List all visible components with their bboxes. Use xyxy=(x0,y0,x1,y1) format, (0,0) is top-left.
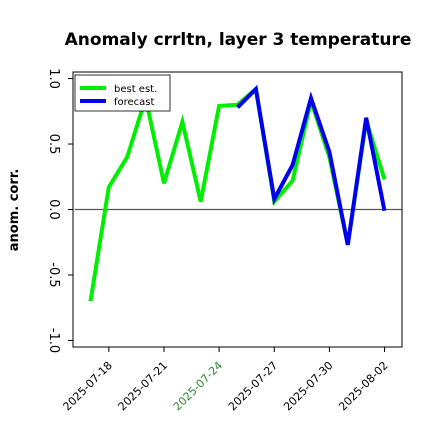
y-tick-label: -0.5 xyxy=(46,262,61,287)
x-axis: 2025-07-18 2025-07-21 2025-07-24 2025-07-27… xyxy=(61,347,391,413)
x-tick-label: 2025-07-24 xyxy=(171,359,225,413)
x-tick-label: 2025-07-30 xyxy=(281,359,335,413)
legend-label-best-est: best est. xyxy=(114,84,157,95)
y-tick-label: 1.0 xyxy=(46,68,61,89)
y-axis-label: anom. corr. xyxy=(7,169,22,252)
x-tick-label: 2025-07-27 xyxy=(226,359,280,413)
y-axis: 1.0 0.5 0.0 -0.5 -1.0 xyxy=(46,68,73,353)
x-tick-label: 2025-07-18 xyxy=(61,359,115,413)
chart-title: Anomaly crrltn, layer 3 temperature xyxy=(65,30,412,50)
x-tick-label: 2025-07-21 xyxy=(116,359,170,413)
legend: best est. forecast xyxy=(74,74,171,112)
legend-label-forecast: forecast xyxy=(114,97,155,108)
y-tick-label: 0.0 xyxy=(46,199,61,220)
legend-box xyxy=(74,74,171,112)
series-line-forecast xyxy=(236,84,387,246)
series-layer xyxy=(88,84,387,302)
x-tick-label: 2025-08-02 xyxy=(336,359,390,413)
series-line-best-est xyxy=(88,85,387,302)
y-tick-label: -1.0 xyxy=(46,328,61,353)
y-tick-label: 0.5 xyxy=(46,134,61,155)
